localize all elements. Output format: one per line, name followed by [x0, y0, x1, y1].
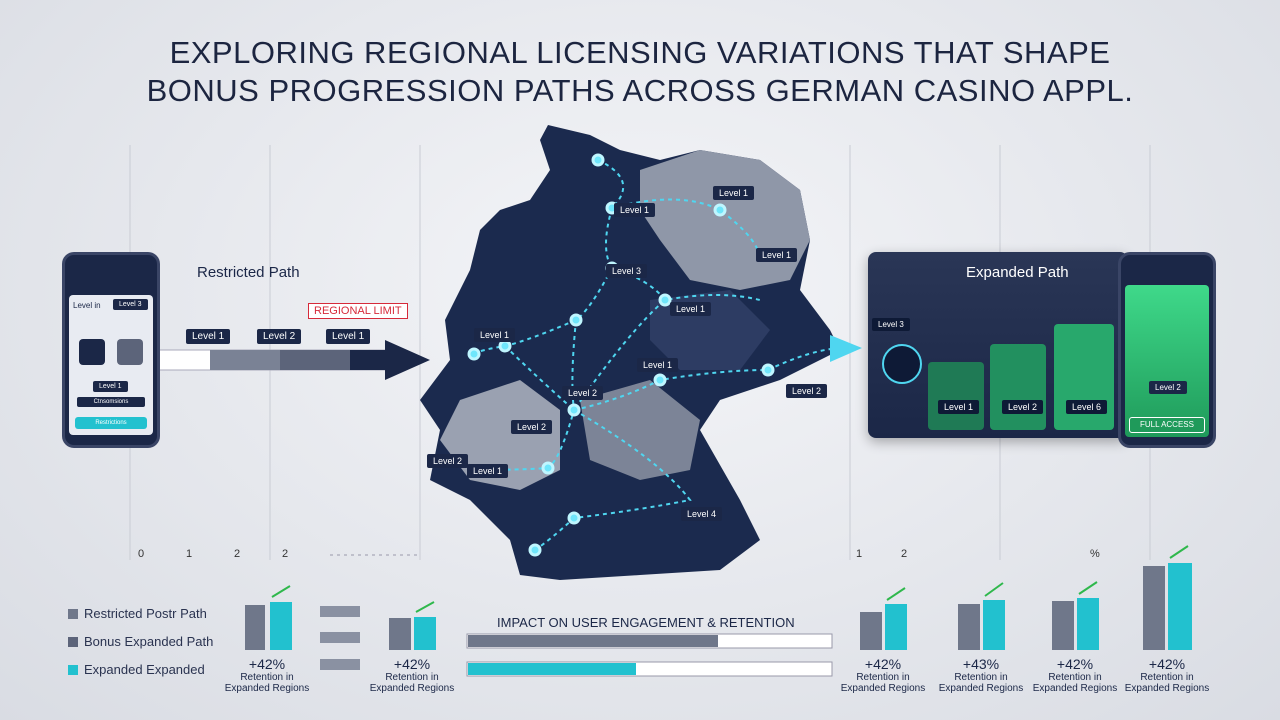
lock-icon — [882, 344, 922, 384]
map-label: Level 2 — [562, 386, 604, 400]
impact-title: IMPACT ON USER ENGAGEMENT & RETENTION — [497, 615, 795, 630]
stat: +42% Retention in Expanded Regions — [1122, 656, 1212, 694]
stat: +43% Retention in Expanded Regions — [936, 656, 1026, 694]
lock-icon — [117, 339, 143, 365]
stat-caption: Retention in Expanded Regions — [938, 672, 1024, 694]
stat-caption: Retention in Expanded Regions — [1124, 672, 1210, 694]
map-label: Level 2 — [511, 420, 553, 434]
phone-right: Level 2 FULL ACCESS — [1118, 252, 1216, 448]
stat: +42% Retention in Expanded Regions — [1030, 656, 1120, 694]
axis-label: 1 — [186, 548, 193, 560]
axis-label: 2 — [234, 548, 241, 560]
step-label: Level 1 — [326, 329, 371, 344]
stat: +42% Retention in Expanded Regions — [838, 656, 928, 694]
expanded-badge: Level 3 — [872, 318, 910, 331]
map-region — [440, 380, 560, 490]
phone-label: Level in — [73, 301, 101, 310]
axis-label: 0 — [138, 548, 145, 560]
stat: +42% Retention in Expanded Regions — [222, 656, 312, 694]
tier — [928, 362, 984, 430]
phone-screen: Level in Level 3 Level 1 Ctnsomsions Res… — [69, 295, 153, 435]
map-label: Level 1 — [637, 358, 679, 372]
axis-label: 1 — [856, 548, 863, 560]
trend-arrows — [271, 545, 1189, 613]
map-label: Level 1 — [713, 186, 755, 200]
legend-text: Restricted Postr Path — [84, 606, 207, 621]
title: EXPLORING REGIONAL LICENSING VARIATIONS … — [0, 34, 1280, 110]
map-arrow — [830, 335, 862, 362]
stat: +42% Retention in Expanded Regions — [367, 656, 457, 694]
map-region — [580, 380, 700, 480]
legend-item: Bonus Expanded Path — [68, 634, 213, 649]
axis-label: % — [1090, 548, 1100, 560]
map-label: Level 3 — [606, 264, 648, 278]
tier-label: Level 2 — [1002, 400, 1044, 414]
regional-limit: REGIONAL LIMIT — [308, 303, 408, 319]
stat-value: +42% — [1056, 656, 1094, 672]
tier-label: Level 1 — [938, 400, 980, 414]
expanded-title: Expanded Path — [966, 264, 1069, 281]
connections — [469, 159, 841, 551]
map-label: Level 2 — [427, 454, 469, 468]
title-line: EXPLORING REGIONAL LICENSING VARIATIONS … — [169, 35, 1111, 70]
step-label: Level 2 — [257, 329, 302, 344]
path-segment — [210, 350, 280, 370]
path-segment — [350, 350, 385, 370]
tier-label: Level 6 — [1066, 400, 1108, 414]
stat-caption: Retention in Expanded Regions — [1032, 672, 1118, 694]
legend-text: Expanded Expanded — [84, 662, 205, 677]
map-label: Level 1 — [474, 328, 516, 342]
map-label: Level 1 — [670, 302, 712, 316]
path-arrow — [385, 340, 430, 380]
phone-screen: Level 2 FULL ACCESS — [1125, 285, 1209, 437]
step-label: Level 1 — [186, 329, 231, 344]
stat-value: +42% — [248, 656, 286, 672]
phone-button[interactable]: Restrictions — [75, 417, 147, 429]
lock-icon — [79, 339, 105, 365]
path-segment — [280, 350, 350, 370]
tier — [1054, 324, 1114, 430]
stat-caption: Retention in Expanded Regions — [840, 672, 926, 694]
map-label: Level 1 — [756, 248, 798, 262]
impact-fill — [468, 663, 636, 675]
expanded-panel: Expanded Path Level 3 Level 1 Level 2 Le… — [868, 252, 1128, 438]
axis-label: 2 — [901, 548, 908, 560]
phone-caption: Ctnsomsions — [77, 397, 145, 407]
stat-caption: Retention in Expanded Regions — [369, 672, 455, 694]
tier — [990, 344, 1046, 430]
restricted-title: Restricted Path — [197, 264, 300, 281]
map-label: Level 4 — [681, 507, 723, 521]
stat-value: +43% — [962, 656, 1000, 672]
legend-item: Restricted Postr Path — [68, 606, 207, 621]
stat-caption: Retention in Expanded Regions — [224, 672, 310, 694]
stat-value: +42% — [1148, 656, 1186, 672]
map-label: Level 1 — [467, 464, 509, 478]
map-label: Level 1 — [614, 203, 656, 217]
map-label: Level 2 — [786, 384, 828, 398]
phone-level: Level 2 — [1149, 381, 1187, 394]
stat-value: +42% — [393, 656, 431, 672]
impact-fill — [468, 635, 718, 647]
stat-value: +42% — [864, 656, 902, 672]
phone-level: Level 1 — [93, 381, 128, 392]
full-access[interactable]: FULL ACCESS — [1129, 417, 1205, 433]
mini-bars — [245, 563, 1192, 670]
phone-left: Level in Level 3 Level 1 Ctnsomsions Res… — [62, 252, 160, 448]
phone-label: Level 3 — [113, 299, 148, 310]
title-line: BONUS PROGRESSION PATHS ACROSS GERMAN CA… — [146, 73, 1134, 108]
axis-label: 2 — [282, 548, 289, 560]
legend-item: Expanded Expanded — [68, 662, 205, 677]
map-nodes — [467, 153, 775, 557]
legend-text: Bonus Expanded Path — [84, 634, 214, 649]
